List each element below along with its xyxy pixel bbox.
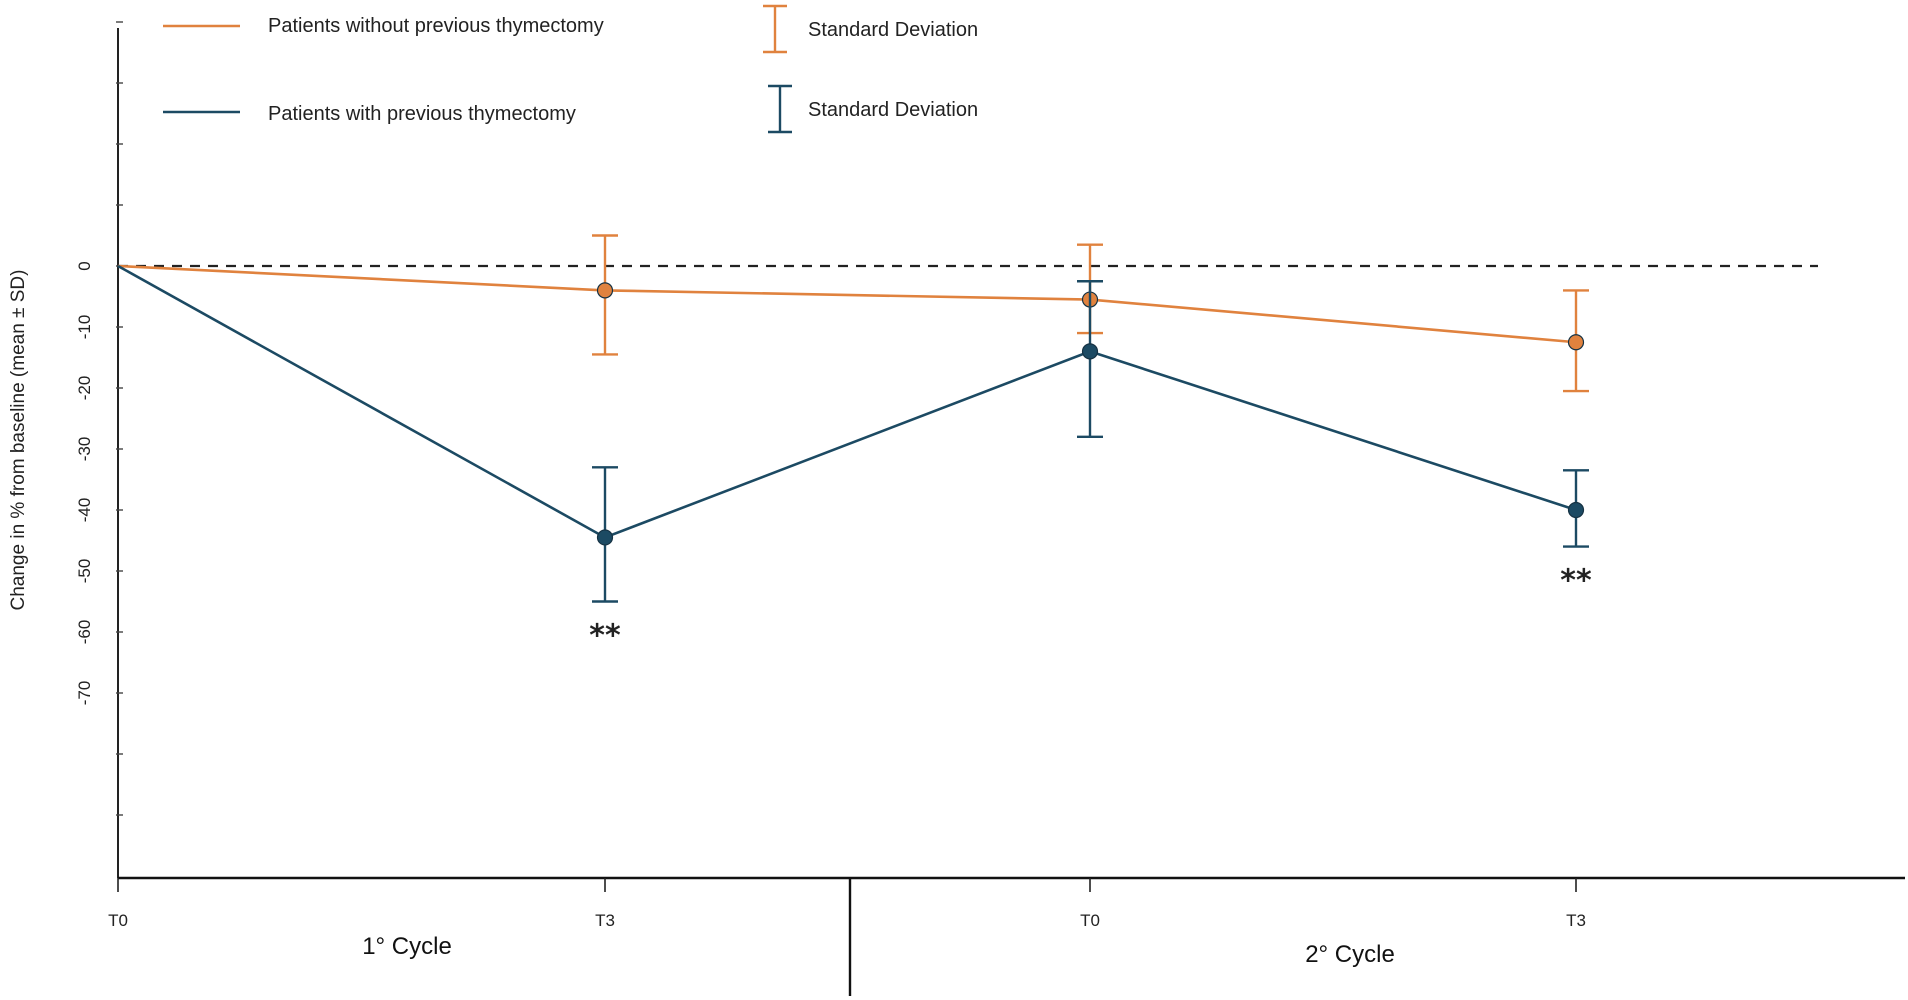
y-tick-label: -70 [75, 681, 94, 706]
y-tick-label: -60 [75, 620, 94, 645]
series-1 [117, 234, 1589, 393]
series-line [117, 264, 1577, 344]
y-tick-label: -10 [75, 315, 94, 340]
legend-item-1: Patients without previous thymectomy Stan… [163, 4, 978, 54]
legend-item-2: Patients with previous thymectomy Standar… [163, 84, 978, 134]
data-point [1567, 334, 1585, 351]
labels: 1° Cycle 2° Cycle Change in % from baselin… [8, 270, 1592, 968]
y-tick-label: -30 [75, 437, 94, 462]
cycle-label-2: 2° Cycle [1305, 941, 1395, 968]
data-point [596, 282, 614, 299]
legend-error-label: Standard Deviation [808, 19, 978, 41]
x-tick-label: T3 [595, 911, 615, 930]
data-point [1567, 501, 1585, 519]
legend-series-label: Patients without previous thymectomy [268, 15, 604, 37]
legend-series-label: Patients with previous thymectomy [268, 103, 576, 125]
data-point [596, 529, 614, 546]
significance-annotation: ** [589, 619, 621, 654]
series-2 [117, 264, 1589, 603]
data-point [1081, 343, 1099, 360]
y-tick-label: -40 [75, 498, 94, 523]
series-layer [117, 234, 1589, 603]
cycle-label-1: 1° Cycle [362, 933, 452, 960]
y-tick-label: -20 [75, 376, 94, 401]
y-tick-label: -50 [75, 559, 94, 584]
y-tick-label: 0 [75, 261, 94, 270]
significance-annotation: ** [1560, 564, 1592, 599]
x-tick-label: T0 [108, 911, 128, 930]
x-tick-label: T0 [1080, 911, 1100, 930]
series-line [117, 264, 1577, 539]
legend: Patients without previous thymectomy Stan… [163, 4, 978, 134]
axes: 0 -10 -20 -30 -40 -50 -60 -70 T0 T3 T0 T3 [75, 21, 1905, 996]
legend-error-label: Standard Deviation [808, 99, 978, 121]
y-axis-label: Change in % from baseline (mean ± SD) [8, 270, 29, 611]
x-tick-label: T3 [1566, 911, 1586, 930]
